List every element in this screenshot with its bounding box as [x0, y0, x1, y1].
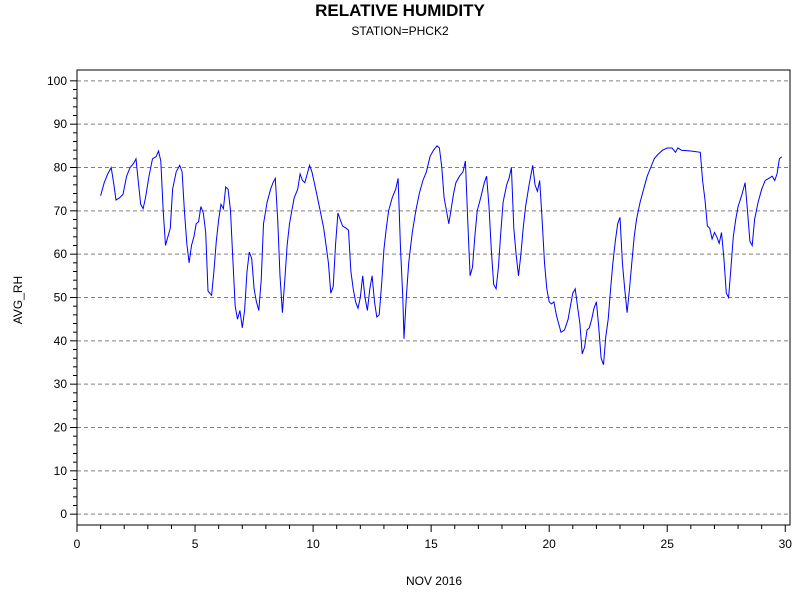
- grid-layer: [77, 80, 790, 515]
- y-axis: 0 10 20 30 40 50 60 70 80 90 100: [47, 74, 77, 521]
- chart-subtitle: STATION=PHCK2: [351, 24, 449, 38]
- y-tick-label-40: 40: [54, 334, 68, 348]
- x-tick-label-5: 5: [192, 537, 199, 551]
- x-tick-label-20: 20: [543, 537, 557, 551]
- y-tick-label-60: 60: [54, 247, 68, 261]
- x-tick-label-30: 30: [779, 537, 793, 551]
- y-tick-label-20: 20: [54, 421, 68, 435]
- y-tick-label-80: 80: [54, 161, 68, 175]
- y-tick-label-0: 0: [60, 507, 67, 521]
- x-axis: 0 5 10 15 20 25 30: [74, 525, 793, 551]
- y-tick-label-10: 10: [54, 464, 68, 478]
- x-tick-label-15: 15: [424, 537, 438, 551]
- y-tick-label-100: 100: [47, 74, 67, 88]
- series-line-avg-rh: [100, 145, 783, 365]
- y-tick-label-50: 50: [54, 291, 68, 305]
- y-tick-label-30: 30: [54, 377, 68, 391]
- chart-title: RELATIVE HUMIDITY: [315, 1, 485, 20]
- y-tick-label-90: 90: [54, 117, 68, 131]
- x-tick-label-25: 25: [661, 537, 675, 551]
- x-tick-label-0: 0: [74, 537, 81, 551]
- x-axis-label: NOV 2016: [406, 574, 462, 588]
- x-tick-label-10: 10: [306, 537, 320, 551]
- y-axis-label: AVG_RH: [11, 276, 25, 324]
- y-tick-label-70: 70: [54, 204, 68, 218]
